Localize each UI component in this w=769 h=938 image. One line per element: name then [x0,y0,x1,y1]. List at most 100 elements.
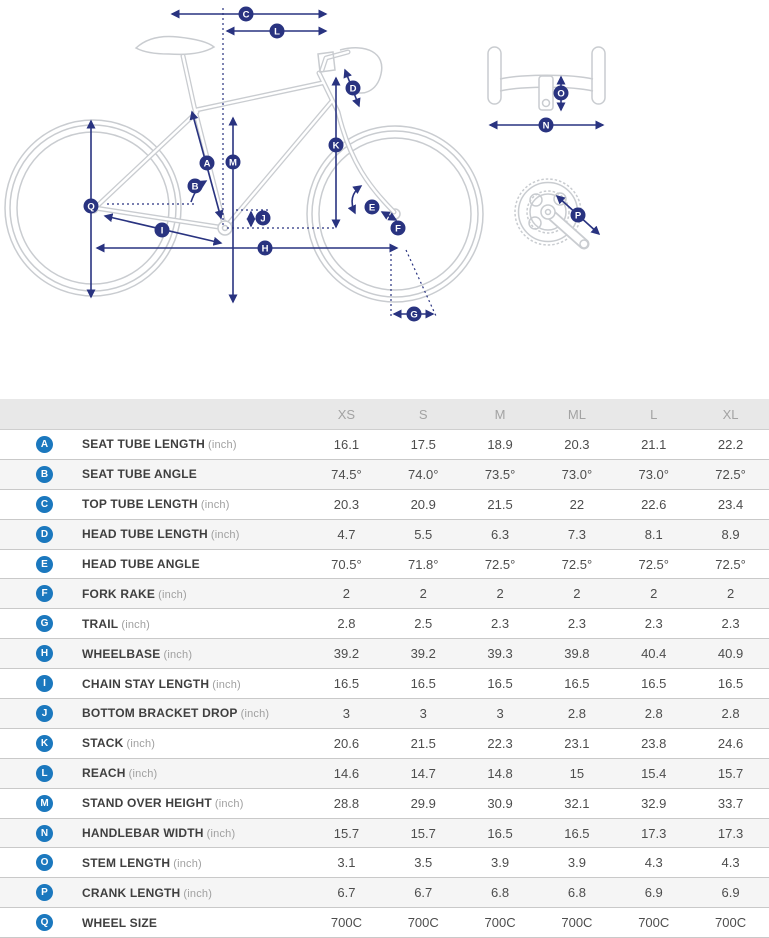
marker-l: L [269,23,285,39]
row-header: G TRAIL (inch) [0,615,308,633]
row-header: E HEAD TUBE ANGLE [0,555,308,573]
arrow-fork-rake [380,211,398,221]
svg-text:L: L [274,26,280,37]
cell-xl: 33.7 [717,795,744,811]
row-label: WHEEL SIZE [82,916,160,930]
cell-xl: 4.3 [721,855,740,871]
row-label: BOTTOM BRACKET DROP (inch) [82,706,269,720]
marker-m: M [225,154,241,170]
table-row: M STAND OVER HEIGHT (inch) 28.8 29.9 30.9… [0,788,769,819]
row-header: O STEM LENGTH (inch) [0,854,308,872]
cell-xl: 40.9 [717,646,744,662]
table-row: A SEAT TUBE LENGTH (inch) 16.1 17.5 18.9 … [0,430,769,460]
cell-xs: 3 [342,705,351,721]
row-label: STEM LENGTH (inch) [82,856,202,870]
svg-text:G: G [410,309,417,320]
cell-xs: 20.6 [333,735,360,751]
cell-xl: 15.7 [717,765,744,781]
cell-s: 14.7 [410,765,436,781]
row-header: L REACH (inch) [0,764,308,782]
cell-s: 5.5 [414,526,433,542]
cell-m: 18.9 [487,436,513,452]
marker-b: B [187,178,203,194]
table-row: F FORK RAKE (inch) 2 2 2 2 2 2 [0,579,769,610]
row-header: H WHEELBASE (inch) [0,645,308,663]
steering-axis-dotted [405,249,437,317]
row-label-text: HANDLEBAR WIDTH [82,826,204,841]
cell-l: 6.9 [644,885,663,901]
table-row: K STACK (inch) 20.6 21.5 22.3 23.1 23.8 2… [0,728,769,759]
bottom-bracket [217,220,233,236]
cell-l: 15.4 [641,765,667,781]
cell-xs: 16.1 [333,436,360,452]
svg-text:C: C [243,9,250,20]
row-unit: (inch) [206,828,236,841]
cell-s: 39.2 [410,646,436,662]
cell-s: 71.8° [407,556,439,572]
table-row: J BOTTOM BRACKET DROP (inch) 3 3 3 2.8 2.… [0,699,769,729]
marker-g: G [406,306,422,322]
marker-a: A [199,155,215,171]
row-label: HEAD TUBE ANGLE [82,557,203,571]
size-col-l: L [650,406,658,422]
cell-xl: 22.2 [717,436,744,452]
cell-xl: 8.9 [721,526,740,542]
cell-ml: 7.3 [567,526,586,542]
cell-s: 74.0° [407,466,439,482]
row-label-text: STEM LENGTH [82,855,171,870]
geometry-diagram-svg: C L A B M K D E F G H I J Q N O P [4,6,606,322]
svg-text:I: I [161,225,164,236]
cell-l: 32.9 [641,795,667,811]
table-row: B SEAT TUBE ANGLE 74.5° 74.0° 73.5° 73.0… [0,459,769,490]
cell-xs: 70.5° [331,556,362,572]
row-label-text: SEAT TUBE LENGTH [82,437,205,452]
cell-s: 3 [419,705,427,721]
geometry-diagram: C L A B M K D E F G H I J Q N O P [0,0,769,399]
row-unit: (inch) [200,499,230,512]
cell-ml: 700C [561,915,593,931]
svg-text:Q: Q [87,201,94,212]
cell-ml: 2.8 [567,705,586,721]
cell-l: 40.4 [641,646,667,662]
row-label: TRAIL (inch) [82,617,150,631]
cell-l: 16.5 [641,676,667,692]
row-label: STAND OVER HEIGHT (inch) [82,796,244,810]
marker-i: I [154,222,170,238]
bike-side-view-drawing [4,35,484,303]
cell-l: 21.1 [641,436,667,452]
table-row: D HEAD TUBE LENGTH (inch) 4.7 5.5 6.3 7.3… [0,519,769,550]
row-header: D HEAD TUBE LENGTH (inch) [0,525,308,543]
cell-ml: 23.1 [564,735,590,751]
row-letter-badge: Q [36,914,53,932]
frame [92,35,397,236]
cell-l: 700C [638,915,670,931]
row-unit: (inch) [121,618,151,631]
table-row: O STEM LENGTH (inch) 3.1 3.5 3.9 3.9 4.3 … [0,848,769,879]
row-header: P CRANK LENGTH (inch) [0,884,308,902]
cell-m: 6.8 [491,885,510,901]
row-unit: (inch) [173,857,202,870]
svg-text:P: P [575,210,582,221]
marker-q: Q [83,198,99,214]
row-letter-badge: H [36,645,53,663]
row-header: C TOP TUBE LENGTH (inch) [0,495,308,513]
cell-xs: 28.8 [333,795,360,811]
row-label: STACK (inch) [82,736,155,750]
cell-xl: 700C [715,915,747,931]
table-row: G TRAIL (inch) 2.8 2.5 2.3 2.3 2.3 2.3 [0,609,769,640]
row-label: HANDLEBAR WIDTH (inch) [82,826,235,840]
handlebar-side [339,47,383,94]
cell-xs: 39.2 [333,646,360,662]
row-header: B SEAT TUBE ANGLE [0,465,308,483]
cell-s: 700C [407,915,439,931]
cell-s: 3.5 [414,855,433,871]
row-unit: (inch) [207,439,237,452]
row-label-text: TRAIL [82,616,119,631]
row-label: SEAT TUBE LENGTH (inch) [82,437,237,451]
size-col-xs: XS [337,406,356,422]
row-unit: (inch) [212,678,241,691]
cell-xl: 16.5 [717,676,744,692]
svg-text:K: K [333,140,340,151]
diagram-letter-markers: C L A B M K D E F G H I J Q N O P [83,6,586,322]
svg-text:B: B [192,181,199,192]
